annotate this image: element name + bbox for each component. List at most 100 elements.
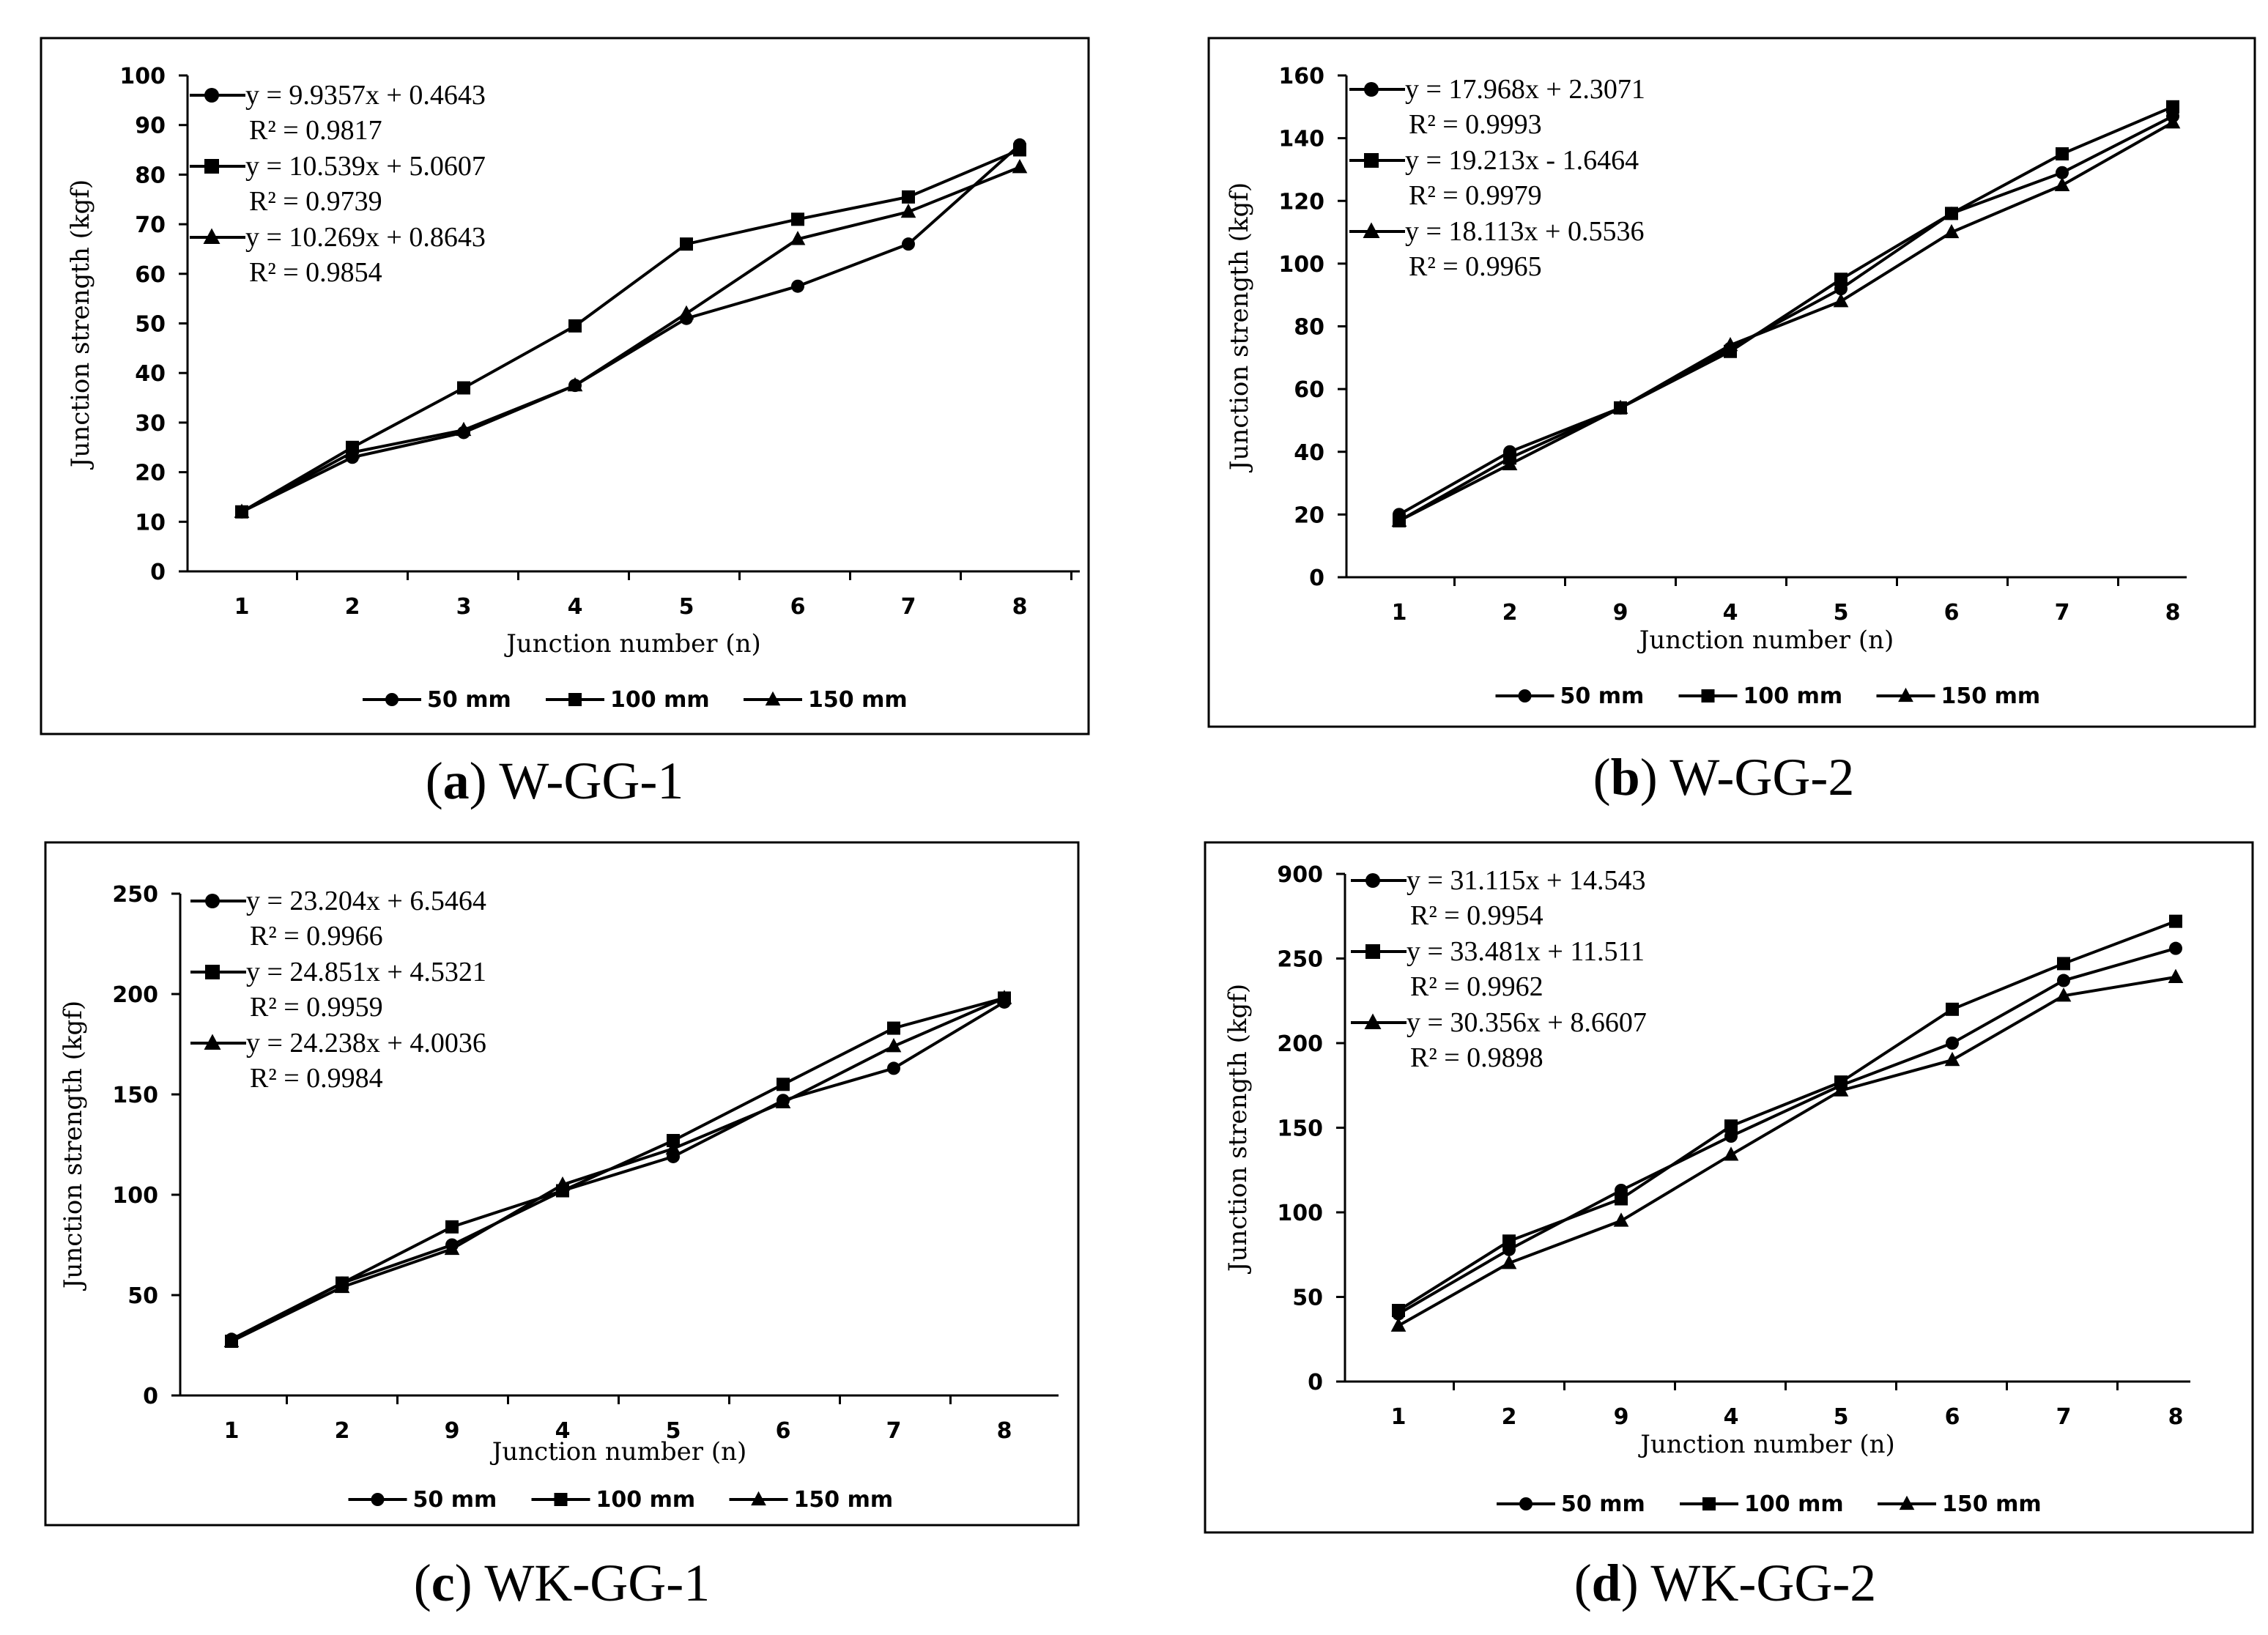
y-tick-label: 40 (1294, 440, 1324, 466)
data-point-triangle (234, 503, 250, 518)
chart-panel-b: 0 20 40 60 80 100 120 140 160 1 2 9 4 5 6 7 8 Junction nu… (1207, 37, 2256, 807)
y-axis-title: Junction strength (kgf) (1225, 182, 1254, 472)
x-tick-label: 9 (1613, 600, 1628, 626)
y-tick-label: 50 (127, 1283, 158, 1309)
equation-legend-marker (204, 159, 219, 174)
trend-equation: y = 31.115x + 14.543 (1407, 865, 1645, 896)
r-squared: R² = 0.9966 (250, 921, 383, 952)
equation-legend-marker (205, 965, 220, 979)
legend-label: 100 mm (1744, 1491, 1844, 1517)
legend-label: 100 mm (1743, 683, 1843, 709)
caption-paren: ( (426, 752, 443, 810)
y-tick-label: 140 (1278, 127, 1324, 152)
y-tick-label: 0 (150, 560, 166, 585)
trend-equation: y = 10.539x + 5.0607 (245, 151, 486, 182)
legend-marker-circle (371, 1493, 385, 1506)
caption-title: WK-GG-1 (484, 1554, 710, 1612)
trend-equation: y = 19.213x - 1.6464 (1405, 145, 1639, 176)
series-line-100-mm (1397, 919, 2176, 1312)
caption-title: WK-GG-2 (1650, 1554, 1876, 1612)
series-line-100-mm (1398, 105, 2174, 522)
data-point-triangle (444, 1240, 460, 1256)
y-tick-label: 900 (1277, 862, 1323, 888)
series-line-150-mm (231, 996, 1005, 1343)
x-tick-label: 1 (224, 1418, 240, 1444)
equation-legend-marker (1365, 873, 1380, 888)
y-tick-label: 20 (1294, 503, 1324, 528)
equation-legend-marker (1364, 1013, 1382, 1029)
x-tick-label: 4 (555, 1418, 571, 1444)
y-tick-label: 60 (135, 262, 166, 288)
y-tick-label: 80 (1294, 315, 1324, 341)
x-tick-label: 9 (1614, 1404, 1629, 1430)
data-point-triangle (2054, 177, 2070, 191)
caption-title: W-GG-2 (1670, 748, 1854, 807)
series-line-50-mm (1398, 114, 2174, 516)
data-point-square (777, 1078, 790, 1091)
data-point-square (1392, 1303, 1405, 1317)
panel-caption: (b) W-GG-2 (1593, 748, 1855, 807)
trend-equation: y = 18.113x + 0.5536 (1405, 216, 1644, 247)
y-tick-label: 20 (135, 461, 166, 486)
y-tick-label: 100 (1277, 1201, 1323, 1226)
chart-panel-d: 0 50 100 150 200 250 900 1 2 9 4 5 6 7 8 Junction numbe… (1204, 841, 2254, 1612)
y-tick-label: 200 (112, 982, 158, 1008)
data-point-triangle (1502, 456, 1518, 470)
r-squared: R² = 0.9854 (249, 257, 382, 288)
data-point-triangle (1390, 1317, 1407, 1332)
data-point-square (2169, 914, 2182, 928)
trend-equation: y = 30.356x + 8.6607 (1407, 1007, 1647, 1038)
x-tick-label: 8 (1012, 594, 1028, 620)
series-line-150-mm (241, 166, 1020, 514)
y-tick-label: 150 (1277, 1116, 1323, 1142)
y-tick-label: 250 (1277, 947, 1323, 973)
y-tick-label: 90 (135, 114, 166, 139)
r-squared: R² = 0.9993 (1409, 109, 1542, 140)
r-squared: R² = 0.9954 (1410, 900, 1544, 931)
series-line-50-mm (231, 1001, 1006, 1341)
chart-panel-a: 0 10 20 30 40 50 60 70 80 90 100 1 2 3 4 5 6 7 8 Junction n… (40, 37, 1090, 810)
x-tick-label: 7 (901, 594, 916, 620)
equation-legend-marker (1364, 82, 1379, 97)
legend-marker-triangle (1899, 1495, 1915, 1510)
x-tick-label: 8 (997, 1418, 1012, 1444)
trend-equation: y = 24.851x + 4.5321 (246, 957, 486, 987)
panel-caption: (a) W-GG-1 (426, 752, 684, 810)
trend-equation: y = 9.9357x + 0.4643 (245, 80, 486, 111)
data-point-triangle (1391, 512, 1407, 527)
data-point-square (1834, 1075, 1848, 1089)
data-point-triangle (1723, 1146, 1739, 1161)
r-squared: R² = 0.9817 (249, 115, 382, 146)
r-squared: R² = 0.9959 (250, 992, 383, 1023)
trend-equation: y = 17.968x + 2.3071 (1405, 74, 1645, 105)
caption-letter: c (431, 1554, 455, 1612)
data-point-square (457, 381, 470, 395)
data-point-square (791, 212, 804, 226)
legend-marker-triangle (751, 1491, 766, 1506)
trend-equation: y = 10.269x + 0.8643 (245, 222, 486, 253)
data-point-triangle (1833, 293, 1849, 308)
series-line-150-mm (1398, 121, 2174, 522)
data-point-triangle (344, 444, 360, 459)
data-point-triangle (1501, 1255, 1517, 1269)
y-tick-label: 200 (1277, 1031, 1323, 1057)
caption-paren: ( (414, 1554, 431, 1612)
data-point-triangle (567, 377, 583, 392)
data-point-circle (2057, 974, 2070, 987)
caption-paren: ( (1574, 1554, 1592, 1612)
x-tick-label: 2 (345, 594, 360, 620)
y-tick-label: 100 (1278, 252, 1324, 278)
equation-legend-marker (1363, 222, 1380, 238)
y-tick-label: 0 (143, 1384, 158, 1409)
data-point-triangle (2165, 114, 2181, 129)
y-tick-label: 80 (135, 163, 166, 188)
panel-caption: (d) WK-GG-2 (1574, 1554, 1877, 1612)
data-point-triangle (456, 421, 472, 437)
data-point-triangle (1012, 158, 1028, 174)
y-tick-label: 30 (135, 411, 166, 437)
caption-letter: b (1611, 748, 1640, 807)
data-point-triangle (555, 1176, 571, 1191)
y-tick-label: 10 (135, 510, 166, 535)
y-axis-title: Junction strength (kgf) (59, 1001, 88, 1291)
